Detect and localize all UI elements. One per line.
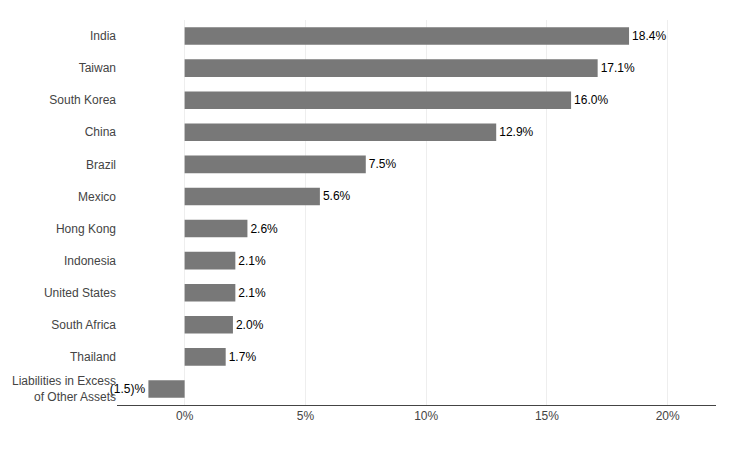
svg-text:Mexico: Mexico	[78, 190, 116, 204]
svg-text:1.7%: 1.7%	[229, 350, 257, 364]
svg-text:5%: 5%	[297, 409, 315, 423]
svg-text:Taiwan: Taiwan	[79, 61, 116, 75]
svg-text:Indonesia: Indonesia	[64, 254, 116, 268]
svg-text:18.4%: 18.4%	[632, 29, 666, 43]
svg-text:2.1%: 2.1%	[238, 286, 266, 300]
svg-text:5.6%: 5.6%	[323, 189, 351, 203]
svg-text:10%: 10%	[414, 409, 438, 423]
svg-text:2.6%: 2.6%	[250, 222, 278, 236]
svg-text:Thailand: Thailand	[70, 350, 116, 364]
svg-text:Brazil: Brazil	[86, 158, 116, 172]
svg-text:7.5%: 7.5%	[369, 157, 397, 171]
svg-text:(1.5)%: (1.5)%	[110, 382, 146, 396]
svg-text:2.1%: 2.1%	[238, 254, 266, 268]
svg-text:2.0%: 2.0%	[236, 318, 264, 332]
svg-text:16.0%: 16.0%	[574, 93, 608, 107]
svg-text:Liabilities in Excessof Other: Liabilities in Excessof Other Assets	[12, 374, 116, 404]
svg-text:15%: 15%	[535, 409, 559, 423]
svg-text:South Africa: South Africa	[51, 318, 116, 332]
svg-text:0%: 0%	[176, 409, 194, 423]
svg-text:United States: United States	[44, 286, 116, 300]
svg-text:12.9%: 12.9%	[499, 125, 533, 139]
svg-text:India: India	[90, 29, 116, 43]
svg-text:China: China	[85, 125, 117, 139]
svg-text:20%: 20%	[656, 409, 680, 423]
svg-text:South Korea: South Korea	[49, 93, 116, 107]
svg-text:Hong Kong: Hong Kong	[56, 222, 116, 236]
svg-text:17.1%: 17.1%	[601, 61, 635, 75]
